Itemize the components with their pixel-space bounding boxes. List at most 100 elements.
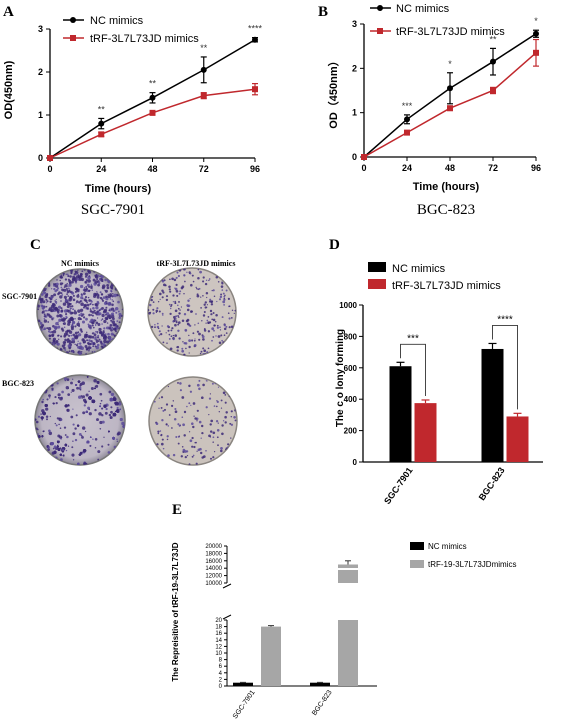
colony-dot xyxy=(45,309,47,312)
colony-dot xyxy=(179,309,181,311)
colony-dot xyxy=(53,445,57,449)
colony-dot xyxy=(211,382,214,385)
colony-dot xyxy=(101,286,105,290)
colony-dot xyxy=(53,325,58,330)
colony-dot xyxy=(219,329,222,331)
colony-dot xyxy=(213,450,216,453)
colony-dot xyxy=(35,420,39,424)
colony-dot xyxy=(108,413,112,417)
colony-dot xyxy=(66,341,69,343)
colony-dot xyxy=(42,430,45,433)
panel-e-bar-1 xyxy=(233,682,253,686)
colony-dot xyxy=(234,309,236,312)
colony-dot xyxy=(118,312,122,316)
colony-dot xyxy=(227,312,230,315)
colony-dot xyxy=(150,298,153,302)
panel-a-xtick-label: 48 xyxy=(147,164,157,174)
colony-dot xyxy=(198,387,201,391)
colony-dot xyxy=(165,423,168,426)
colony-dot xyxy=(104,289,108,293)
colony-dot xyxy=(75,384,78,386)
panel-a-xtick-label: 72 xyxy=(199,164,209,174)
colony-dot xyxy=(90,387,94,390)
colony-dot xyxy=(94,387,96,390)
colony-dot xyxy=(178,312,181,315)
panel-e-axis-break xyxy=(222,614,232,620)
colony-dot xyxy=(121,308,123,311)
colony-dot xyxy=(169,307,172,310)
colony-dot xyxy=(78,453,82,456)
colony-dot xyxy=(67,295,70,297)
colony-dot xyxy=(101,334,103,337)
colony-dot xyxy=(79,272,83,276)
panel-b-significance: * xyxy=(448,59,452,69)
colony-dot xyxy=(66,435,69,439)
colony-dot xyxy=(45,302,48,304)
colony-dot xyxy=(205,406,208,409)
colony-dot xyxy=(175,276,178,279)
colony-dot xyxy=(44,294,48,299)
colony-dot xyxy=(60,292,63,295)
colony-dot xyxy=(121,421,125,426)
panel-e-ytick-label: 16000 xyxy=(205,559,222,565)
colony-dot xyxy=(225,411,228,414)
colony-dot xyxy=(174,323,177,327)
colony-dot xyxy=(91,332,94,335)
colony-dot xyxy=(225,289,228,292)
colony-dot xyxy=(96,310,99,314)
colony-dot xyxy=(213,295,216,297)
colony-dot xyxy=(90,436,92,438)
colony-dot xyxy=(84,296,88,299)
colony-dot xyxy=(194,324,196,326)
colony-dot xyxy=(45,418,49,421)
colony-dot xyxy=(112,300,115,303)
colony-dot xyxy=(111,313,114,316)
colony-dot xyxy=(177,307,180,310)
colony-dot xyxy=(45,294,47,296)
colony-dot xyxy=(77,462,80,465)
colony-dot xyxy=(60,458,63,461)
colony-dot xyxy=(83,292,86,295)
colony-dot xyxy=(199,451,203,455)
colony-dot xyxy=(228,326,231,329)
panel-d-significance-bracket xyxy=(492,325,518,410)
colony-dot xyxy=(166,438,169,441)
panel-e-bar-break-gap xyxy=(337,583,359,620)
colony-dot xyxy=(103,339,107,344)
colony-dot xyxy=(205,449,207,452)
colony-dot xyxy=(191,455,194,458)
colony-dot xyxy=(77,340,79,342)
colony-dot xyxy=(170,335,173,338)
colony-dot xyxy=(91,314,94,317)
colony-dot xyxy=(85,287,88,291)
colony-dot xyxy=(86,283,90,287)
colony-dot xyxy=(154,326,156,329)
colony-dot xyxy=(117,431,121,435)
colony-dot xyxy=(192,454,195,457)
colony-dot xyxy=(98,331,102,334)
colony-dot xyxy=(115,401,119,406)
colony-dot xyxy=(92,438,94,440)
colony-dot xyxy=(64,443,68,447)
colony-dot xyxy=(202,276,205,279)
colony-dot xyxy=(215,313,218,317)
panel-a-ytick-label: 1 xyxy=(38,110,43,120)
panel-a-ytick-label: 2 xyxy=(38,67,43,77)
colony-dot xyxy=(100,399,103,402)
colony-dot xyxy=(89,444,92,447)
colony-dot xyxy=(225,325,228,328)
colony-dot xyxy=(72,308,75,311)
colony-dot xyxy=(95,339,99,342)
colony-dot xyxy=(167,454,170,457)
colony-dot xyxy=(97,283,100,287)
panel-b-xtick-label: 48 xyxy=(445,163,455,173)
colony-dot xyxy=(217,386,220,388)
panel-b-xlabel: Time (hours) xyxy=(413,181,480,193)
colony-dot xyxy=(37,415,41,418)
colony-dot xyxy=(93,309,96,312)
colony-dot xyxy=(85,331,88,334)
colony-dot xyxy=(152,308,155,311)
colony-dot xyxy=(77,321,80,323)
colony-dot xyxy=(85,279,88,282)
colony-dot xyxy=(43,327,47,331)
